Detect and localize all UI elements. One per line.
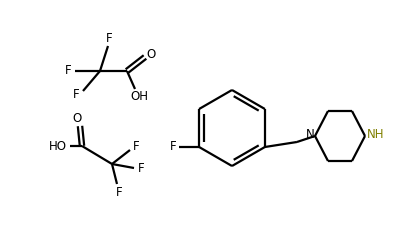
Text: NH: NH bbox=[367, 128, 385, 141]
Text: F: F bbox=[65, 64, 71, 77]
Text: OH: OH bbox=[130, 91, 148, 104]
Text: F: F bbox=[116, 185, 122, 199]
Text: F: F bbox=[133, 139, 139, 153]
Text: F: F bbox=[170, 140, 176, 154]
Text: F: F bbox=[106, 31, 112, 45]
Text: O: O bbox=[146, 47, 156, 61]
Text: F: F bbox=[73, 89, 79, 102]
Text: N: N bbox=[305, 128, 315, 141]
Text: O: O bbox=[72, 111, 82, 124]
Text: HO: HO bbox=[49, 139, 67, 153]
Text: F: F bbox=[138, 162, 144, 174]
